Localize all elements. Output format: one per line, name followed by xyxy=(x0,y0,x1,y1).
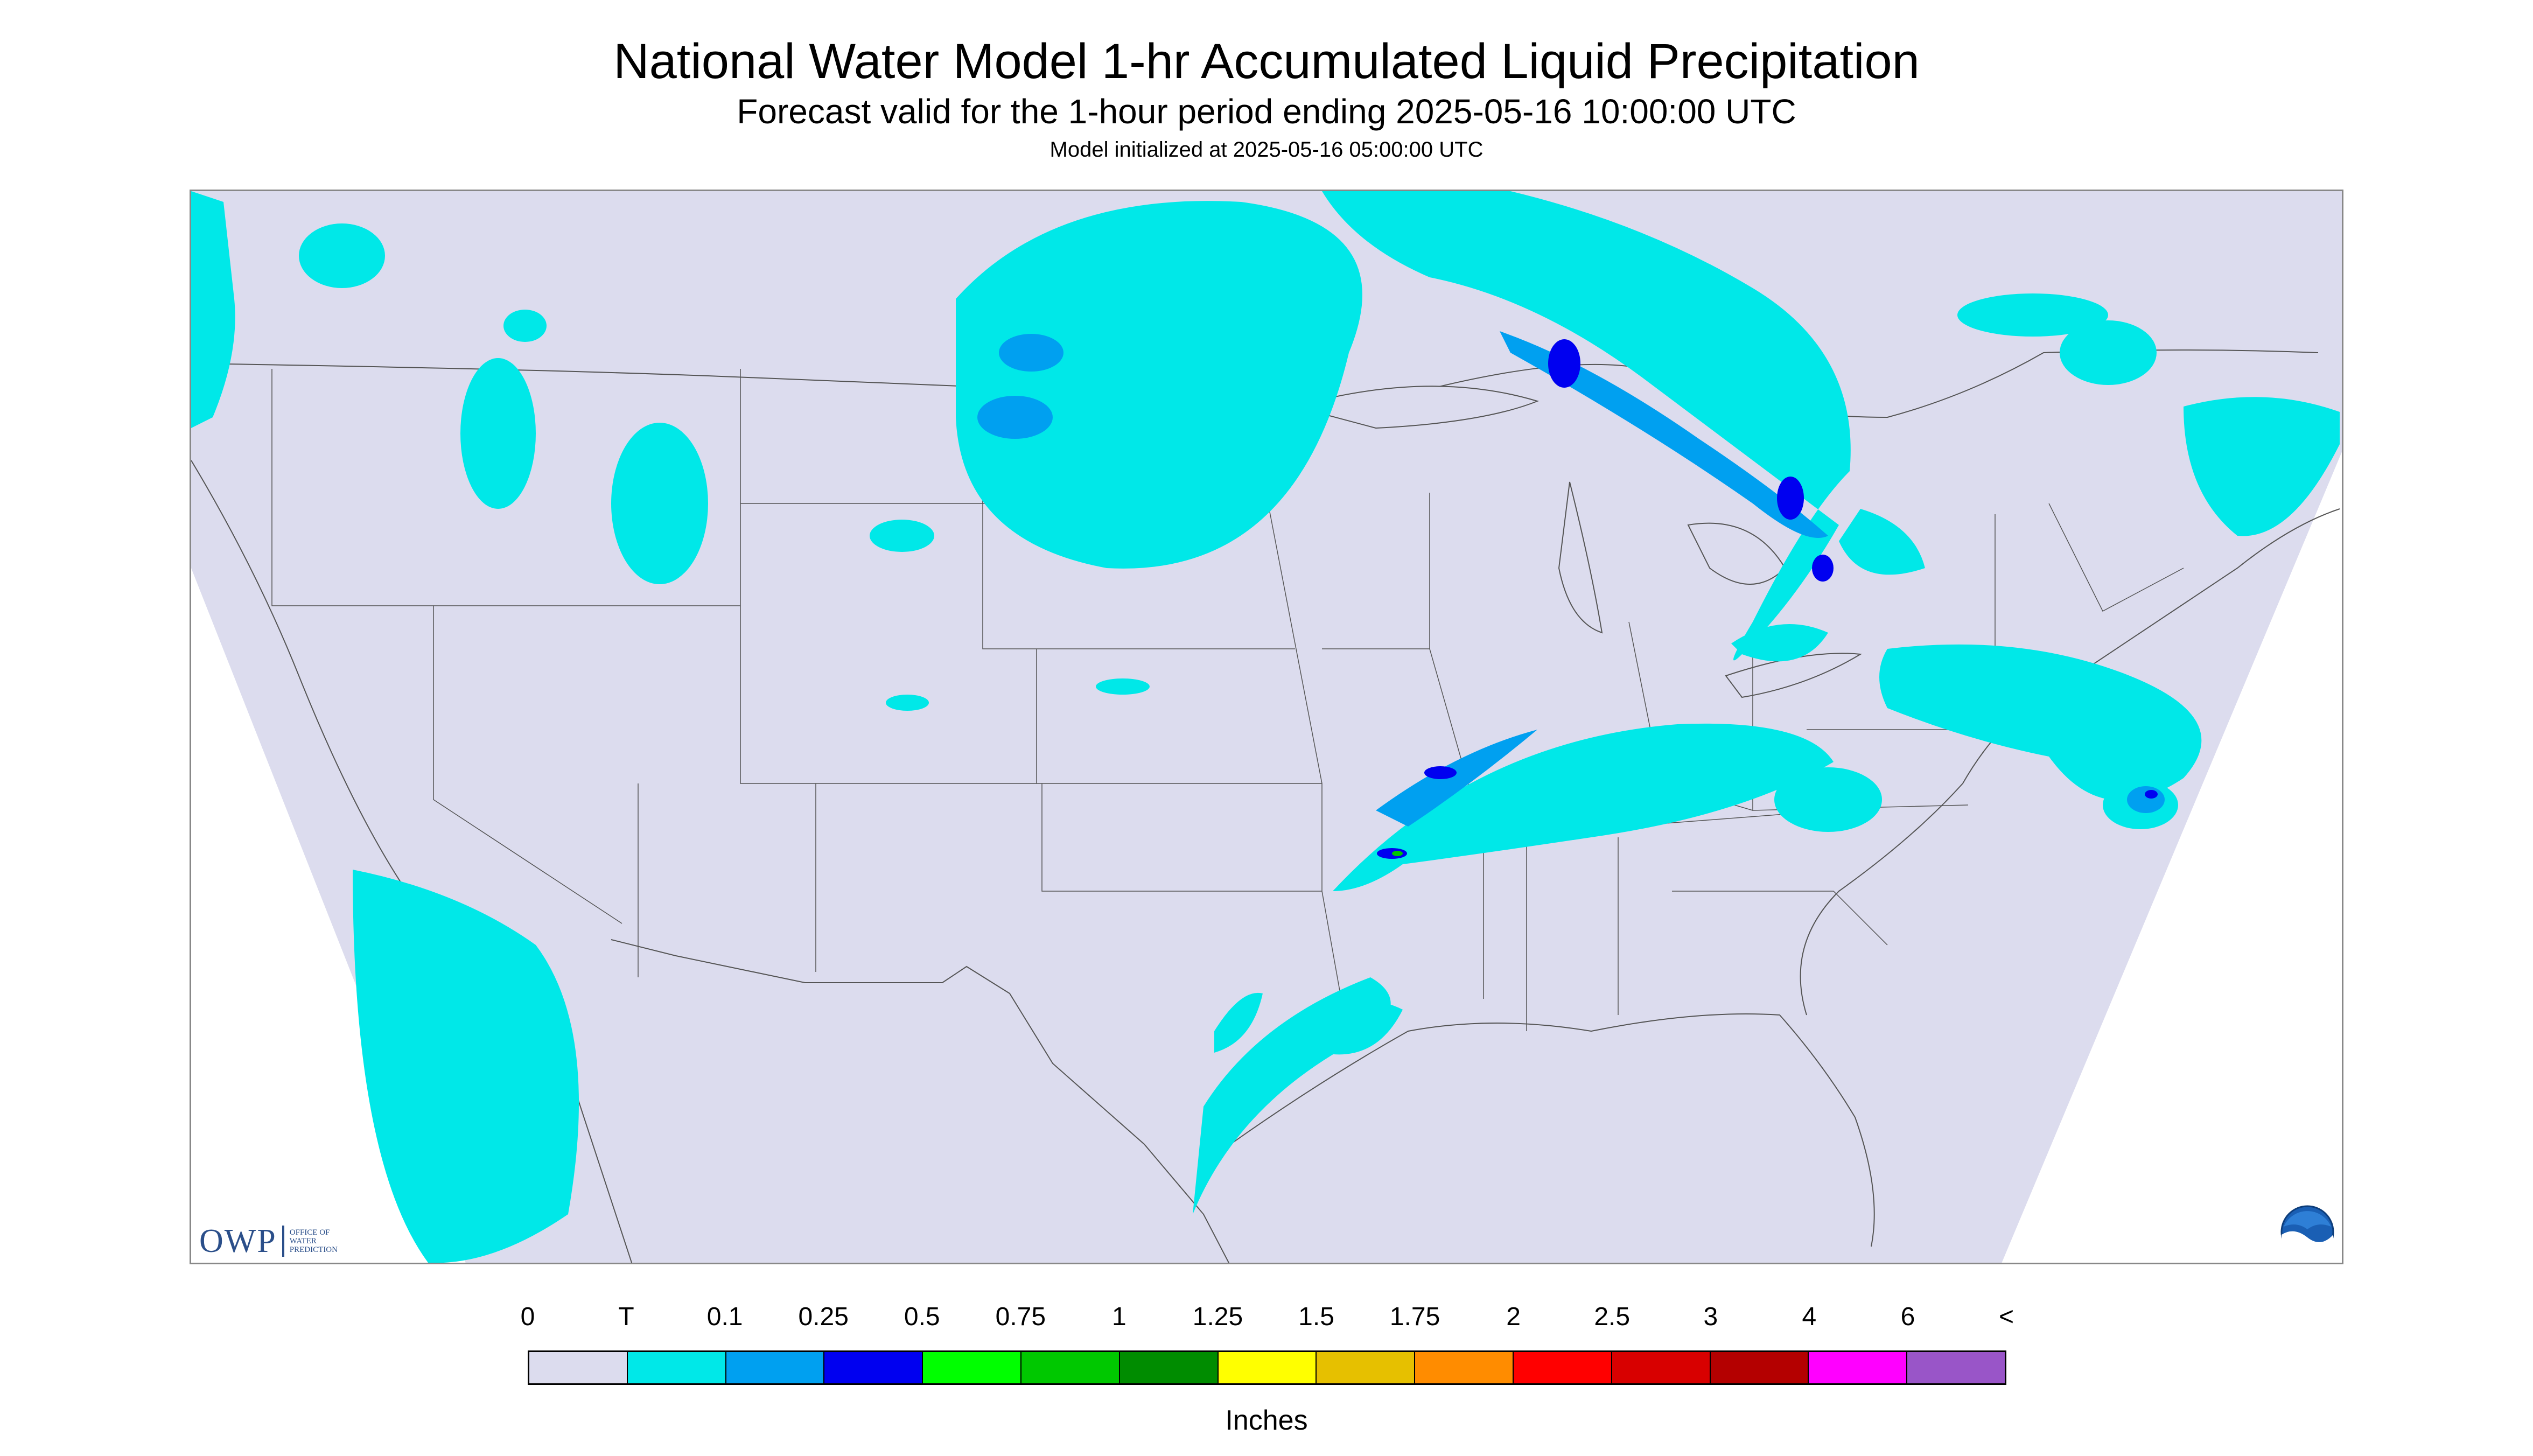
model-init-line: Model initialized at 2025-05-16 05:00:00… xyxy=(1049,138,1484,162)
owp-sub-line: OFFICE OF xyxy=(289,1228,330,1237)
map-title: National Water Model 1-hr Accumulated Li… xyxy=(613,34,1920,89)
legend-tick-label: 0.1 xyxy=(706,1303,743,1331)
gulf-coast xyxy=(1230,1013,1875,1247)
owp-logo: OWP OFFICE OF WATER PREDICTION xyxy=(199,1222,338,1260)
precip-trace xyxy=(191,191,2340,1263)
legend-swatch xyxy=(1021,1352,1120,1383)
legend-units: Inches xyxy=(1225,1405,1308,1436)
lake-erie xyxy=(1725,653,1863,698)
legend-tick-label: 6 xyxy=(1900,1303,1915,1331)
legend-swatch xyxy=(1710,1352,1809,1383)
legend-tick-label: 3 xyxy=(1703,1303,1718,1331)
map-subtitle: Forecast valid for the 1-hour period end… xyxy=(737,92,1796,131)
precip-color-legend xyxy=(528,1350,2006,1385)
legend-tick-label: 1.5 xyxy=(1298,1303,1334,1331)
legend-tick-label: 1 xyxy=(1112,1303,1126,1331)
legend-tick-label: 4 xyxy=(1802,1303,1817,1331)
precip-heavy xyxy=(1392,851,1403,856)
precip-moderate xyxy=(1377,339,2158,859)
legend-tick-label: T xyxy=(618,1303,634,1331)
legend-swatch xyxy=(627,1352,726,1383)
owp-mark: OWP xyxy=(199,1222,277,1259)
legend-swatch xyxy=(1119,1352,1219,1383)
legend-tick-label: 0.25 xyxy=(798,1303,849,1331)
lake-superior xyxy=(1293,386,1540,429)
legend-tick-label: 0.5 xyxy=(904,1303,940,1331)
owp-sub-line: WATER xyxy=(289,1237,317,1245)
legend-swatch xyxy=(1415,1352,1514,1383)
mexico-border xyxy=(611,939,1230,1263)
legend-tick-label: < xyxy=(1998,1303,2014,1331)
owp-separator xyxy=(282,1226,284,1257)
owp-sub-line: PREDICTION xyxy=(289,1245,338,1254)
legend-tick-label: 2 xyxy=(1506,1303,1521,1331)
precip-light xyxy=(977,331,2165,827)
legend-swatch xyxy=(923,1352,1021,1383)
legend-swatch xyxy=(1317,1352,1416,1383)
legend-swatch xyxy=(1809,1352,1908,1383)
legend-swatch xyxy=(1612,1352,1711,1383)
legend-tick-label: 1.25 xyxy=(1192,1303,1243,1331)
legend-swatch xyxy=(824,1352,923,1383)
legend-swatch xyxy=(1218,1352,1317,1383)
legend-swatch xyxy=(1907,1352,2005,1383)
legend-tick-label: 2.5 xyxy=(1594,1303,1631,1331)
legend-tick-label: 0 xyxy=(520,1303,535,1331)
legend-swatch xyxy=(726,1352,825,1383)
noaa-logo xyxy=(2280,1205,2334,1259)
precipitation-map xyxy=(190,190,2343,1264)
map-canvas xyxy=(191,191,2342,1263)
owp-subtitle: OFFICE OF WATER PREDICTION xyxy=(290,1228,338,1254)
lake-michigan xyxy=(1558,481,1603,634)
legend-swatch xyxy=(1513,1352,1612,1383)
legend-tick-label: 1.75 xyxy=(1389,1303,1440,1331)
legend-swatch xyxy=(529,1352,628,1383)
legend-tick-label: 0.75 xyxy=(995,1303,1046,1331)
